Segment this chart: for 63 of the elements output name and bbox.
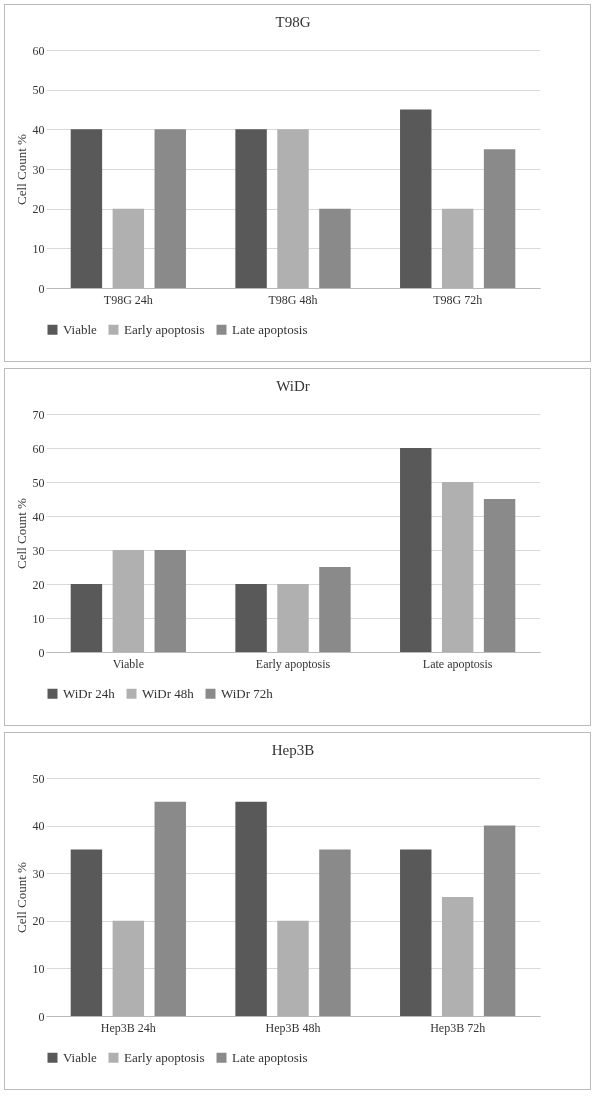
bar bbox=[235, 801, 267, 1016]
y-axis-title: Cell Count % bbox=[13, 133, 29, 205]
y-tick-label: 40 bbox=[32, 509, 45, 524]
bar bbox=[70, 849, 103, 1016]
y-tick-label: 30 bbox=[32, 543, 45, 558]
legend-label: WiDr 48h bbox=[142, 685, 195, 701]
y-tick-label: 60 bbox=[32, 441, 45, 456]
x-tick-label: Hep3B 24h bbox=[100, 1020, 156, 1035]
bar bbox=[483, 499, 516, 652]
x-tick-label: T98G 48h bbox=[268, 292, 318, 307]
y-tick-label: 40 bbox=[32, 122, 45, 137]
y-tick-label: 0 bbox=[38, 645, 45, 660]
legend-label: Late apoptosis bbox=[232, 1049, 308, 1065]
y-tick-label: 10 bbox=[32, 611, 45, 626]
legend-label: Early apoptosis bbox=[124, 1049, 205, 1065]
x-tick-label: Hep3B 72h bbox=[430, 1020, 486, 1035]
bar bbox=[319, 849, 351, 1016]
x-tick-label: Late apoptosis bbox=[422, 656, 493, 671]
y-tick-label: 10 bbox=[32, 961, 45, 976]
y-tick-label: 50 bbox=[32, 771, 45, 786]
y-axis-title: Cell Count % bbox=[13, 497, 29, 569]
bar bbox=[154, 550, 186, 652]
legend-label: Viable bbox=[63, 321, 98, 337]
bar bbox=[319, 208, 351, 288]
bar bbox=[70, 584, 103, 652]
legend-label: Late apoptosis bbox=[232, 321, 308, 337]
chart-title: WiDr bbox=[276, 378, 310, 394]
bar bbox=[319, 567, 351, 652]
y-tick-label: 60 bbox=[32, 43, 45, 58]
y-tick-label: 30 bbox=[32, 162, 45, 177]
legend-label: Early apoptosis bbox=[124, 321, 205, 337]
y-tick-label: 40 bbox=[32, 819, 45, 834]
bar bbox=[483, 825, 516, 1016]
y-tick-label: 30 bbox=[32, 866, 45, 881]
legend-label: WiDr 72h bbox=[221, 685, 274, 701]
bar bbox=[235, 584, 267, 652]
bar bbox=[154, 801, 186, 1016]
y-tick-label: 50 bbox=[32, 83, 45, 98]
y-tick-label: 0 bbox=[38, 1009, 45, 1024]
bar bbox=[400, 448, 432, 652]
chart-title: Hep3B bbox=[271, 742, 315, 758]
bar bbox=[70, 129, 103, 288]
bar bbox=[154, 129, 186, 288]
y-tick-label: 20 bbox=[32, 914, 45, 929]
x-tick-label: Early apoptosis bbox=[255, 656, 331, 671]
bar bbox=[235, 129, 267, 288]
x-tick-label: T98G 72h bbox=[433, 292, 483, 307]
y-tick-label: 10 bbox=[32, 241, 45, 256]
bar bbox=[400, 109, 432, 288]
chart-title: T98G bbox=[275, 14, 311, 30]
y-tick-label: 0 bbox=[38, 281, 45, 296]
y-tick-label: 20 bbox=[32, 577, 45, 592]
legend-label: WiDr 24h bbox=[63, 685, 116, 701]
y-tick-label: 50 bbox=[32, 475, 45, 490]
x-tick-label: Hep3B 48h bbox=[265, 1020, 321, 1035]
bar bbox=[400, 849, 432, 1016]
x-tick-label: Viable bbox=[112, 656, 144, 671]
y-tick-label: 70 bbox=[32, 407, 45, 422]
y-axis-title: Cell Count % bbox=[13, 861, 29, 933]
x-tick-label: T98G 24h bbox=[103, 292, 153, 307]
y-tick-label: 20 bbox=[32, 202, 45, 217]
legend-label: Viable bbox=[63, 1049, 98, 1065]
bar bbox=[483, 149, 516, 288]
